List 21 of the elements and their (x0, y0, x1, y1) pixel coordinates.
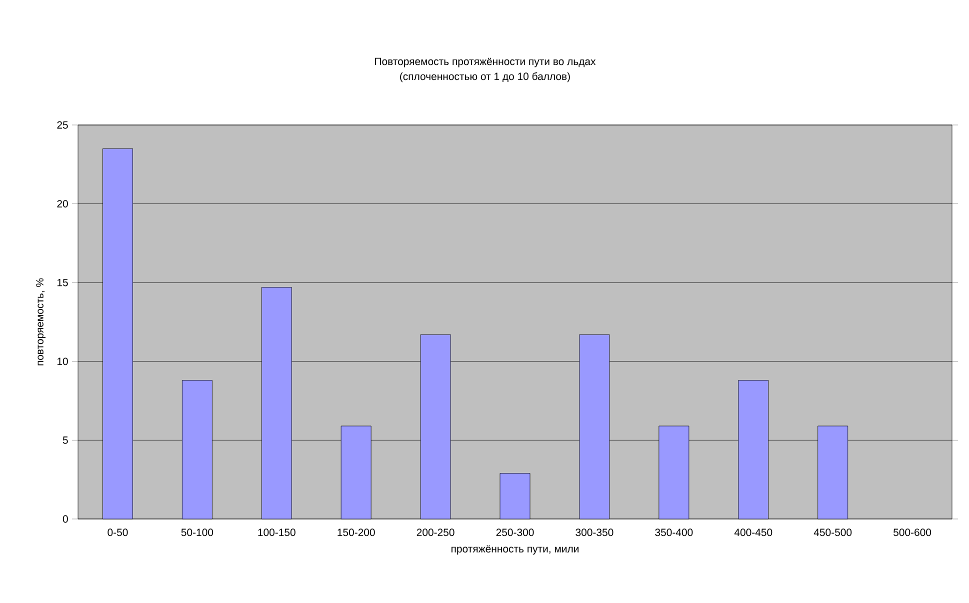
y-tick-label: 10 (57, 358, 68, 366)
y-tick-label: 20 (57, 200, 68, 208)
x-tick-label: 450-500 (814, 528, 852, 536)
y-tick-label: 5 (62, 436, 68, 444)
x-axis-title: протяжённость пути, мили (452, 545, 578, 555)
x-tick-label: 200-250 (416, 528, 454, 536)
x-tick-label: 150-200 (338, 528, 375, 536)
x-tick-label: 300-350 (576, 528, 614, 536)
x-tick-label: 350-400 (655, 528, 693, 536)
y-tick-label: 15 (57, 278, 68, 286)
chart-title: Повторяемость протяжённости пути во льдах (375, 58, 596, 68)
y-axis-title: повторяемость, % (36, 278, 46, 366)
x-tick-label: 50-100 (181, 528, 214, 536)
y-tick-label: 25 (57, 121, 68, 129)
x-tick-label: 400-450 (734, 528, 772, 536)
x-tick-label: 100-150 (258, 528, 296, 536)
x-tick-label: 250-300 (496, 528, 534, 536)
x-tick-label: 0-50 (108, 528, 128, 536)
x-tick-label: 500-600 (894, 528, 932, 536)
chart-subtitle: (сплоченностью от 1 до 10 баллов) (400, 72, 570, 82)
y-tick-label: 0 (62, 515, 68, 523)
